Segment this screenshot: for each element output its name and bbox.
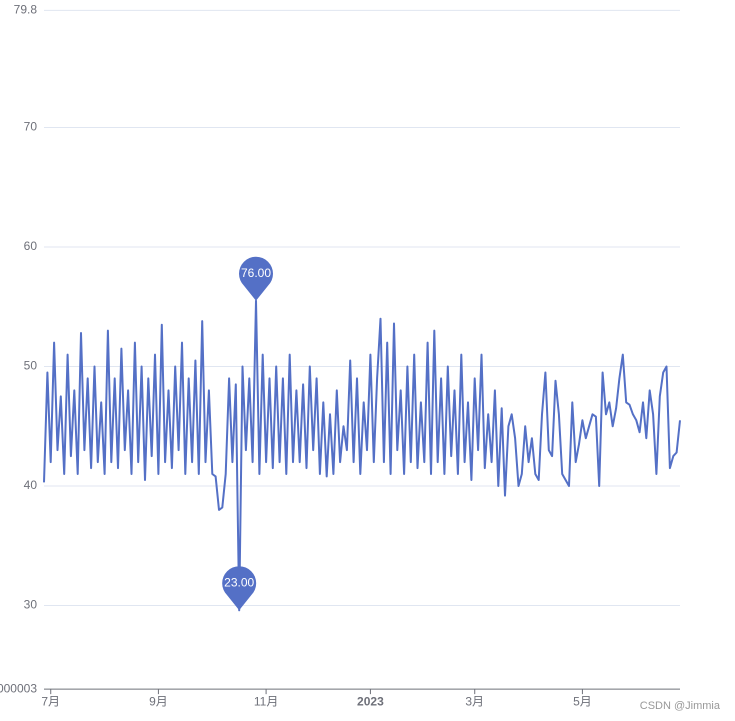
mark-pin xyxy=(239,256,273,301)
watermark: CSDN @Jimmia xyxy=(640,700,721,712)
x-tick-label: 7月 xyxy=(41,694,60,708)
y-tick-label: 50 xyxy=(24,359,38,373)
y-tick-label: 40 xyxy=(24,478,38,492)
mark-label: 23.00 xyxy=(224,575,254,589)
mark-label: 76.00 xyxy=(241,266,271,280)
y-tick-label: 30 xyxy=(24,598,38,612)
y-tick-label: 70 xyxy=(24,120,38,134)
x-tick-label: 11月 xyxy=(254,694,278,708)
x-tick-label: 3月 xyxy=(465,694,484,708)
line-series xyxy=(43,299,681,612)
x-tick-label: 9月 xyxy=(149,694,168,708)
y-tick-label: 23.000003 xyxy=(0,681,37,695)
mark-pin xyxy=(222,566,257,611)
x-tick-label: 2023 xyxy=(357,694,384,708)
y-tick-label: 79.8 xyxy=(14,3,38,17)
y-tick-label: 60 xyxy=(24,239,38,253)
x-tick-label: 5月 xyxy=(573,694,592,708)
